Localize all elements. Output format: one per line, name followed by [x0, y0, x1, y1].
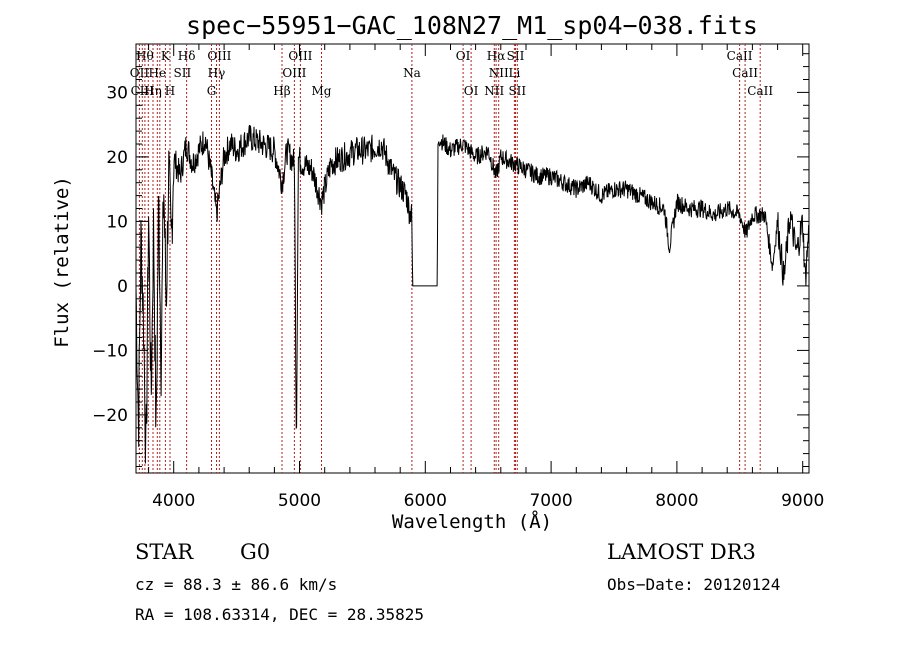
- line-label: H: [165, 84, 175, 98]
- x-axis: 4000 5000 6000 7000 8000 9000: [148, 44, 824, 511]
- line-label: SII: [507, 49, 525, 63]
- chart-title: spec−55951−GAC_108N27_M1_sp04−038.fits: [186, 11, 758, 40]
- line-label: OIII: [288, 49, 312, 63]
- line-label: NII: [484, 84, 504, 98]
- y-tick-label: 0: [117, 277, 128, 297]
- spectrum-line: [135, 124, 810, 464]
- line-label: OIII: [207, 49, 231, 63]
- line-label: CaII: [727, 49, 753, 63]
- line-label: He: [149, 66, 167, 80]
- y-tick-label: −20: [92, 406, 128, 426]
- x-tick-label: 5000: [278, 491, 321, 511]
- y-tick-label: −10: [92, 341, 128, 361]
- survey-name: LAMOST DR3: [607, 540, 756, 564]
- line-label: Li: [508, 66, 520, 80]
- line-label: Mg: [312, 84, 332, 98]
- x-tick-label: 6000: [404, 491, 447, 511]
- line-label: Hα: [487, 49, 506, 63]
- observation-date: Obs−Date: 20120124: [607, 575, 781, 594]
- line-label: CIII: [131, 84, 155, 98]
- object-class: STAR: [135, 540, 194, 564]
- line-label: CaII: [747, 84, 773, 98]
- spectrum-chart: spec−55951−GAC_108N27_M1_sp04−038.fits W…: [51, 11, 824, 533]
- line-label: Hγ: [208, 66, 226, 80]
- line-label: Hη: [144, 84, 162, 98]
- line-label: K: [161, 49, 171, 63]
- line-label: NII: [489, 66, 509, 80]
- x-tick-label: 8000: [655, 491, 698, 511]
- y-axis: −20 −10 0 10 20 30: [92, 53, 809, 467]
- line-label: OI: [456, 49, 471, 63]
- line-label: CaII: [732, 66, 758, 80]
- y-tick-label: 10: [106, 212, 128, 232]
- y-tick-label: 20: [106, 148, 128, 168]
- line-markers: [138, 44, 761, 473]
- line-label: Hθ: [136, 49, 154, 63]
- line-label: SII: [174, 66, 192, 80]
- x-tick-label: 9000: [781, 491, 824, 511]
- x-tick-label: 4000: [152, 491, 195, 511]
- plot-frame: [135, 43, 810, 474]
- line-label: Na: [403, 66, 421, 80]
- line-label: Hδ: [178, 49, 196, 63]
- line-label: OIII: [282, 66, 306, 80]
- coordinates: RA = 108.63314, DEC = 28.35825: [135, 605, 424, 624]
- x-axis-label: Wavelength (Å): [392, 510, 552, 533]
- line-label: G: [207, 84, 217, 98]
- line-label: OII: [130, 66, 150, 80]
- line-label: SII: [508, 84, 526, 98]
- y-tick-label: 30: [106, 83, 128, 103]
- redshift-velocity: cz = 88.3 ± 86.6 km/s: [135, 575, 338, 594]
- line-label: Hβ: [273, 84, 290, 98]
- line-label: OI: [464, 84, 479, 98]
- y-axis-label: Flux (relative): [51, 176, 73, 348]
- spectral-subclass: G0: [240, 540, 271, 564]
- x-tick-label: 7000: [529, 491, 572, 511]
